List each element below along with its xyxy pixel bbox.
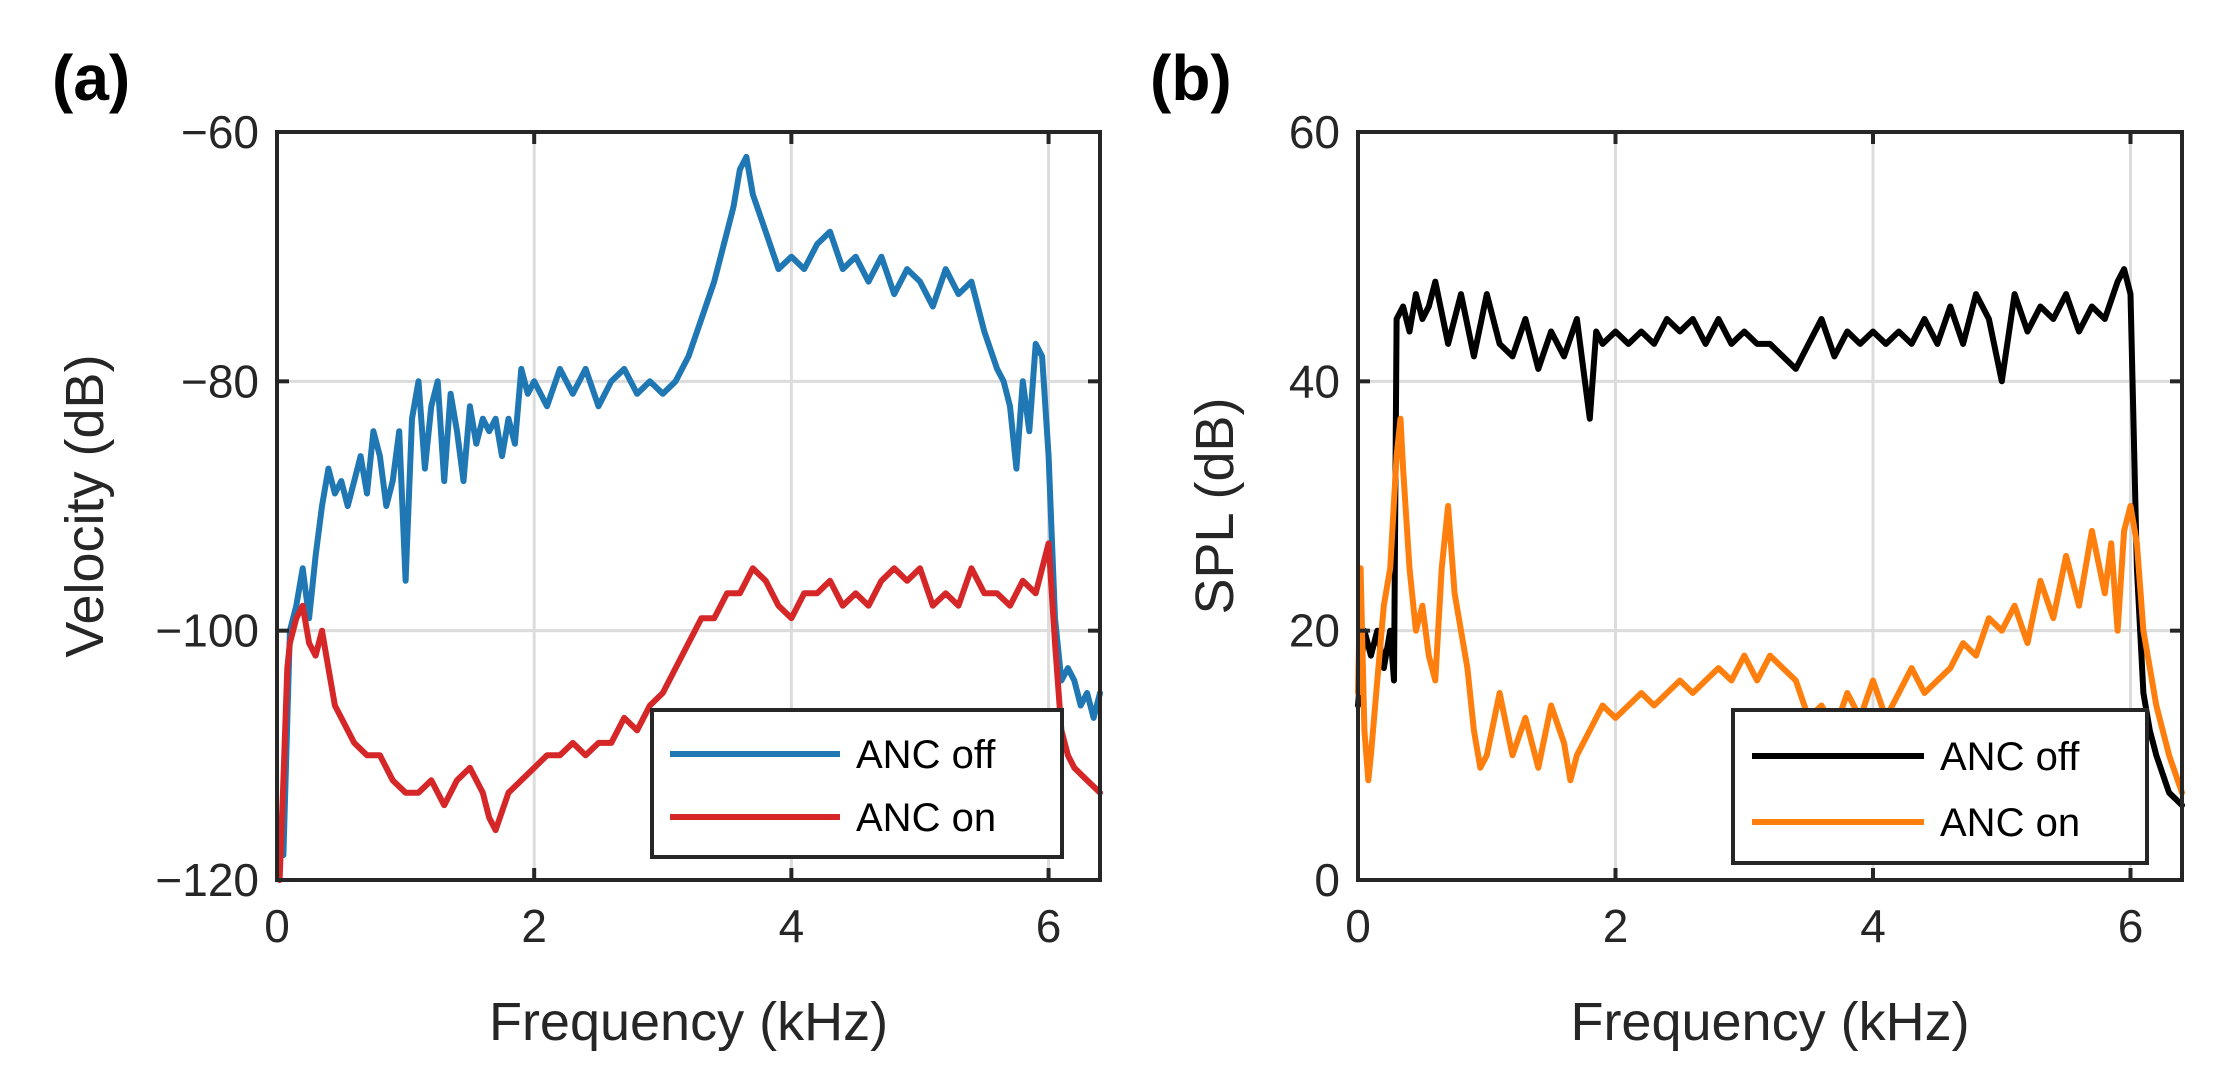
panel-label-b: (b) [1150, 42, 1232, 114]
legend-box-b [1731, 708, 2149, 865]
y-axis-label-b: SPL (dB) [1185, 397, 1245, 614]
plot-frame-b [1356, 130, 2184, 882]
y-tick-label-b: 40 [1289, 355, 1340, 407]
legend-label-anc-on-a: ANC on [856, 796, 996, 840]
panel-a-velocity: (a) 0 2 4 6 −120 −100 −80 −60 Frequency (kHz) V… [52, 42, 1103, 1052]
x-tick-label-b: 2 [1603, 900, 1629, 952]
series-line-anc-on-b [1355, 415, 2185, 796]
x-tick-label-b: 6 [2118, 900, 2144, 952]
x-tick-label-a: 2 [521, 900, 547, 952]
x-tick-label-b: 0 [1345, 900, 1371, 952]
y-tick-label-a: −120 [155, 854, 259, 906]
y-tick-label-a: −60 [181, 106, 259, 158]
y-axis-label-a: Velocity (dB) [55, 354, 115, 657]
y-tick-label-a: −100 [155, 605, 259, 657]
plot-frame-a [275, 130, 1102, 882]
y-tick-label-b: 20 [1289, 605, 1340, 657]
x-axis-label-a: Frequency (kHz) [489, 992, 888, 1052]
series-line-anc-off-a [280, 153, 1103, 859]
series-line-anc-on-a [276, 540, 1103, 883]
legend-box-a [650, 708, 1064, 859]
x-tick-label-a: 6 [1036, 900, 1062, 952]
series-line-anc-off-b [1355, 266, 2185, 809]
legend-label-anc-off-b: ANC off [1940, 735, 2080, 779]
legend-b: ANC off ANC on [1731, 708, 2149, 865]
legend-label-anc-on-b: ANC on [1940, 801, 2080, 845]
legend-a: ANC off ANC on [650, 708, 1064, 859]
y-tick-label-b: 60 [1289, 106, 1340, 158]
x-axis-label-b: Frequency (kHz) [1570, 992, 1969, 1052]
y-tick-label-b: 0 [1314, 854, 1340, 906]
legend-label-anc-off-a: ANC off [856, 733, 996, 777]
x-tick-label-a: 0 [264, 900, 290, 952]
y-tick-label-a: −80 [181, 355, 259, 407]
x-tick-label-a: 4 [779, 900, 805, 952]
x-tick-label-b: 4 [1860, 900, 1886, 952]
panel-label-a: (a) [52, 42, 130, 114]
